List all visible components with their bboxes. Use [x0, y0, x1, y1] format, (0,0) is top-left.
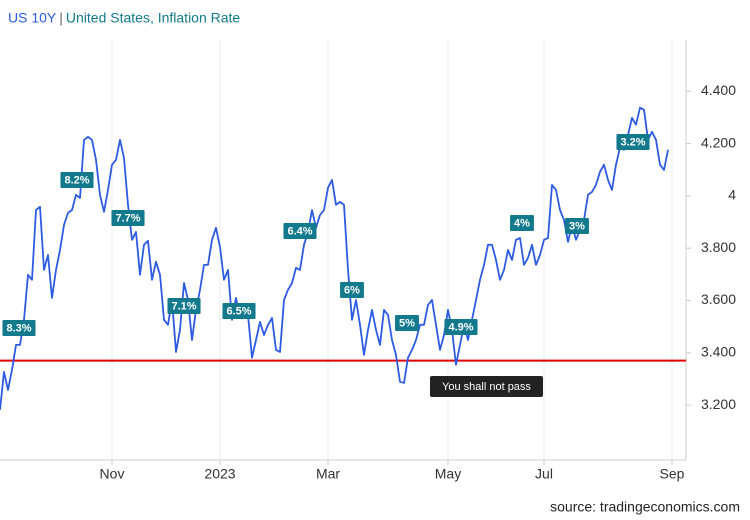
x-tick-label: 2023	[204, 466, 235, 482]
threshold-note-box	[430, 376, 543, 397]
inflation-label-box	[510, 215, 534, 231]
inflation-label-box	[222, 303, 256, 319]
inflation-label: 8.3%	[6, 322, 31, 334]
inflation-label: 7.7%	[115, 212, 140, 224]
inflation-label-box	[2, 320, 36, 336]
inflation-label: 4.9%	[448, 321, 473, 333]
inflation-label: 6%	[344, 284, 360, 296]
y-tick-label: 3.400	[701, 343, 736, 359]
source: source: tradingeconomics.com	[550, 499, 740, 515]
inflation-label-box	[283, 223, 317, 239]
legend-series-1: United States, Inflation Rate	[66, 10, 241, 26]
inflation-label-box	[395, 315, 419, 331]
inflation-label-box	[565, 218, 589, 234]
inflation-label: 8.2%	[64, 174, 89, 186]
inflation-label-box	[616, 134, 650, 150]
y-tick-label: 3.800	[701, 239, 736, 255]
line-us10y	[0, 106, 669, 410]
inflation-label: 3.2%	[620, 136, 645, 148]
x-tick-label: Nov	[100, 466, 125, 482]
inflation-label: 7.1%	[171, 300, 196, 312]
x-tick-label: May	[435, 466, 461, 482]
threshold-note: You shall not pass	[442, 381, 531, 393]
legend-series-0: US 10Y	[8, 10, 57, 26]
legend-separator: |	[59, 10, 63, 26]
inflation-label: 3%	[569, 220, 585, 232]
inflation-label: 4%	[514, 217, 530, 229]
inflation-label-box	[60, 172, 94, 188]
y-tick-label: 3.200	[701, 396, 736, 412]
x-tick-label: Sep	[660, 466, 685, 482]
y-tick-label: 4	[728, 187, 736, 203]
inflation-label-box	[444, 319, 478, 335]
inflation-label-box	[111, 210, 145, 226]
inflation-label-box	[167, 298, 201, 314]
x-tick-label: Mar	[316, 466, 340, 482]
y-tick-label: 3.600	[701, 291, 736, 307]
inflation-label: 5%	[399, 317, 415, 329]
x-tick-label: Jul	[535, 466, 553, 482]
y-tick-label: 4.200	[701, 134, 736, 150]
inflation-label-box	[340, 282, 364, 298]
inflation-label: 6.5%	[226, 305, 251, 317]
inflation-label: 6.4%	[287, 225, 312, 237]
y-tick-label: 4.400	[701, 82, 736, 98]
